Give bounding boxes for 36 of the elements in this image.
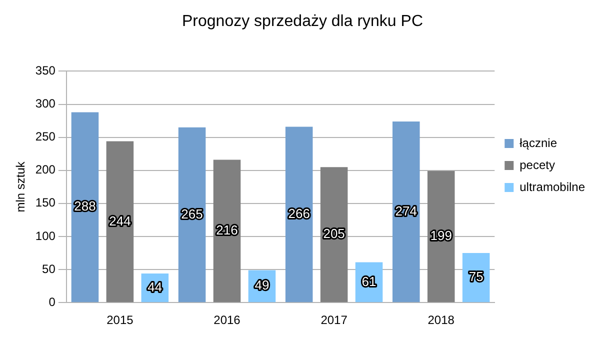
legend-label: pecety	[520, 158, 555, 172]
bar	[71, 112, 99, 302]
data-label: 61	[362, 274, 376, 289]
legend-label: łącznie	[520, 136, 558, 150]
y-tick-label: 250	[35, 130, 56, 144]
x-tick-label: 2016	[214, 313, 241, 328]
data-label: 216	[216, 222, 238, 238]
data-label: 205	[323, 226, 345, 242]
y-tick-label: 50	[42, 262, 56, 276]
y-tick-label: 150	[35, 196, 56, 210]
y-axis-title: mln sztuk	[14, 160, 28, 212]
data-label: 44	[148, 279, 162, 294]
y-tick-label: 100	[35, 228, 56, 243]
data-label: 288	[74, 198, 96, 214]
x-tick-label: 2018	[428, 313, 455, 328]
data-label: 266	[288, 206, 310, 221]
y-tick-label: 350	[35, 64, 56, 78]
bar	[285, 126, 313, 302]
data-label: 265	[181, 206, 203, 222]
chart-title: Prognozy sprzedaży dla rynku PC	[182, 13, 423, 30]
data-label: 49	[254, 278, 270, 293]
y-tick-label: 0	[48, 294, 56, 309]
bar	[320, 167, 348, 302]
data-label: 274	[395, 203, 417, 218]
data-label: 75	[468, 269, 484, 284]
bar	[106, 141, 134, 302]
y-tick-label: 200	[35, 162, 56, 177]
bar	[178, 127, 206, 302]
bar	[392, 121, 420, 302]
y-tick-label: 300	[35, 96, 56, 111]
legend-label: ultramobilne	[520, 180, 586, 194]
bar	[213, 160, 241, 302]
data-label: 199	[430, 228, 452, 244]
x-tick-label: 2017	[320, 313, 348, 328]
x-tick-label: 2015	[106, 313, 134, 328]
bar	[427, 171, 455, 302]
